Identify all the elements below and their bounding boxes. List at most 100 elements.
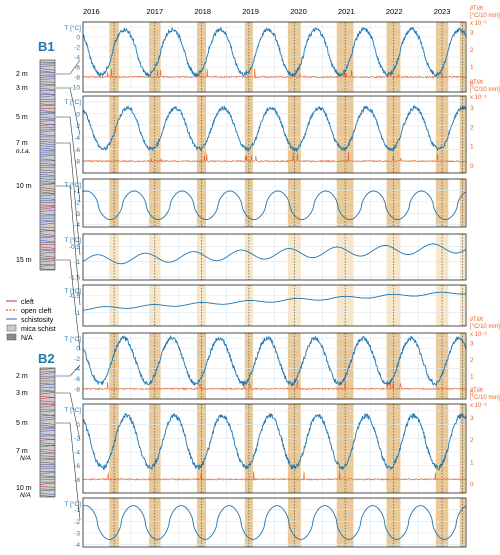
log-feature — [39, 85, 56, 87]
log-feature — [39, 206, 56, 208]
y2-tick-label: 2 — [470, 357, 474, 364]
axis-label-dt-scale: x 10⁻³ — [470, 332, 487, 338]
connector-line — [56, 87, 81, 136]
melt-band-6-8 — [459, 404, 466, 493]
melt-period-bands — [109, 22, 466, 547]
connector-line — [56, 364, 81, 377]
axis-label-dt-unit: [°C/10 min] — [470, 324, 500, 330]
y2-tick-label: 0 — [470, 482, 474, 489]
b2-depth-10m: 10 m — [16, 485, 32, 492]
legend-na-symbol — [6, 333, 17, 341]
melt-band-3-2 — [196, 234, 207, 280]
log-feature — [39, 95, 56, 98]
log-feature — [39, 153, 56, 155]
y-tick-label: -1 — [74, 188, 80, 195]
melt-band-4-1 — [149, 285, 161, 326]
axis-label-t: T [°C] — [64, 181, 81, 189]
b2-depth-2m: 2 m — [16, 373, 28, 380]
axis-label-dt-scale: x 10⁻³ — [470, 21, 487, 27]
melt-band-1-6 — [386, 96, 401, 173]
log-feature — [39, 93, 56, 96]
log-feature — [39, 397, 56, 399]
log-feature — [39, 187, 56, 190]
legend-schistosity-label: schistosity — [21, 317, 54, 324]
melt-band-3-8 — [459, 234, 466, 280]
log-feature — [39, 239, 56, 243]
melt-band-6-4 — [287, 404, 301, 493]
log-feature — [39, 235, 56, 237]
depth-connectors — [56, 59, 81, 521]
y-tick-label: -3 — [74, 211, 80, 218]
b1-depth-5m: 5 m — [16, 114, 28, 121]
log-feature — [39, 264, 56, 267]
borehole-b1-log — [39, 59, 56, 271]
y2-tick-label: 1 — [470, 373, 474, 380]
b2-depth-7m: 7 m — [16, 448, 28, 455]
melt-band-6-0 — [109, 404, 119, 493]
y-tick-label: -8 — [74, 159, 80, 166]
melt-band-3-5 — [336, 234, 354, 280]
panel-frame — [82, 178, 467, 228]
derivative-line — [82, 470, 467, 481]
b1-depth-10m: 10 m — [16, 183, 32, 190]
axis-label-dt-scale: x 10⁻³ — [470, 95, 487, 101]
log-feature — [39, 418, 56, 421]
melt-band-4-2 — [196, 285, 207, 326]
b1-depth-2m: 2 m — [16, 71, 28, 78]
panel-frame — [82, 95, 467, 174]
log-feature — [39, 437, 56, 441]
log-feature — [39, 451, 56, 454]
y2-tick-label: 1 — [470, 144, 474, 151]
melt-band-4-8 — [459, 285, 466, 326]
melt-band-1-2 — [196, 96, 207, 173]
axis-label-dt: ∂T/∂t — [470, 79, 483, 86]
log-feature — [39, 389, 56, 392]
melt-band-6-5 — [336, 404, 354, 493]
log-feature — [39, 382, 56, 385]
b2-note-na-2: N/A — [20, 492, 31, 499]
year-label-2021: 2021 — [338, 7, 355, 16]
panel-frame — [82, 403, 467, 494]
axis-label-t: T [°C] — [64, 236, 81, 244]
log-feature — [39, 246, 56, 249]
y-tick-label: 0 — [76, 35, 80, 42]
temperature-line — [82, 505, 467, 540]
y-tick-label: -4 — [74, 449, 80, 456]
b2-depth-5m: 5 m — [16, 420, 28, 427]
log-feature — [39, 255, 56, 258]
log-feature — [39, 260, 56, 263]
y-tick-label: -1 — [74, 259, 80, 266]
log-feature — [39, 457, 56, 460]
y-tick-label: -8 — [74, 386, 80, 393]
y2-tick-label: 3 — [470, 105, 474, 112]
log-feature — [39, 154, 56, 157]
log-feature — [39, 61, 56, 64]
melt-band-3-3 — [244, 234, 253, 280]
y2-tick-label: 2 — [470, 47, 474, 54]
log-feature — [39, 207, 56, 210]
log-feature — [39, 119, 56, 122]
y-tick-label: -2 — [74, 519, 80, 526]
log-feature — [39, 442, 56, 445]
connector-line — [56, 116, 81, 203]
panel-frame — [82, 233, 467, 281]
y2-tick-label: 2 — [470, 437, 474, 444]
y2-tick-label: 0 — [470, 81, 474, 88]
log-feature — [39, 400, 56, 403]
b1-depth-7m: 7 m — [16, 140, 28, 147]
log-feature — [39, 180, 56, 183]
log-feature — [39, 129, 56, 131]
log-feature — [39, 472, 56, 474]
log-feature — [39, 198, 56, 200]
log-feature — [39, 377, 56, 380]
axis-label-dt: ∂T/∂t — [470, 387, 483, 394]
log-feature — [39, 209, 56, 212]
log-feature — [39, 368, 56, 371]
log-feature — [39, 416, 56, 419]
log-feature — [39, 112, 56, 116]
axis-label-dt-scale: x 10⁻³ — [470, 403, 487, 409]
log-feature — [39, 489, 56, 492]
log-feature — [39, 488, 56, 490]
